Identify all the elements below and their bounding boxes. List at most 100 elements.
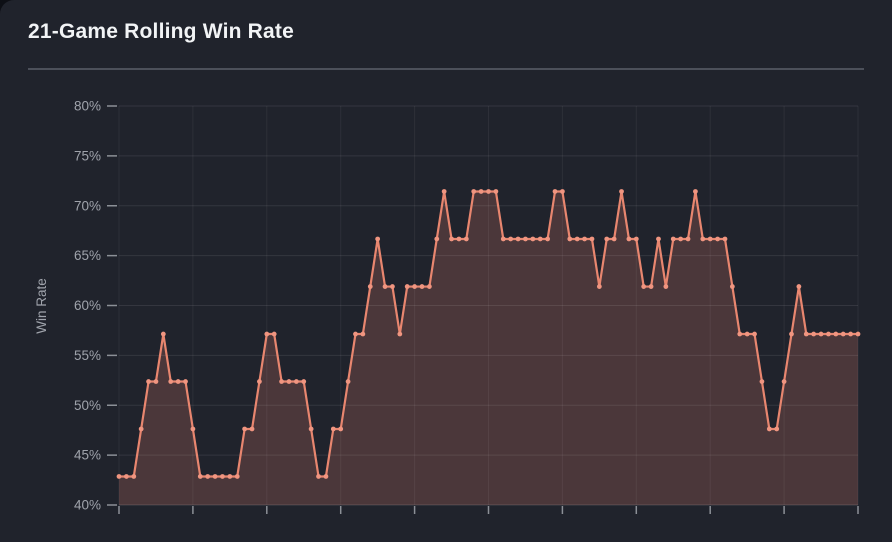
data-point-marker: [234, 474, 240, 479]
data-point-marker: [700, 236, 706, 242]
data-point-marker: [308, 426, 314, 432]
data-point-marker: [545, 236, 551, 242]
data-point-marker: [390, 284, 395, 289]
data-point-marker: [301, 379, 307, 384]
data-point-marker: [715, 236, 720, 242]
data-point-marker: [826, 331, 831, 337]
y-axis-tick-label: 65%: [74, 248, 101, 263]
data-point-marker: [286, 379, 292, 384]
data-point-marker: [345, 379, 351, 384]
data-point-marker: [471, 189, 477, 194]
data-point-marker: [175, 379, 181, 384]
data-point-marker: [656, 236, 661, 242]
data-point-marker: [412, 284, 417, 289]
data-point-marker: [123, 474, 129, 479]
data-point-marker: [508, 236, 514, 242]
data-point-marker: [456, 236, 462, 242]
data-point-marker: [375, 236, 381, 242]
data-point-marker: [811, 331, 817, 337]
data-point-marker: [478, 189, 484, 194]
data-point-marker: [242, 426, 248, 432]
data-point-marker: [855, 331, 861, 337]
data-point-marker: [737, 331, 743, 337]
data-point-marker: [678, 236, 684, 242]
data-point-marker: [611, 236, 617, 242]
data-point-marker: [693, 189, 698, 194]
data-point-marker: [781, 379, 787, 384]
data-point-marker: [582, 236, 587, 242]
data-point-marker: [212, 474, 218, 479]
y-axis-tick-label: 55%: [74, 348, 101, 363]
data-point-marker: [449, 236, 454, 242]
data-point-marker: [205, 474, 211, 479]
data-point-marker: [626, 236, 632, 242]
data-point-marker: [641, 284, 647, 289]
data-point-marker: [774, 426, 780, 432]
data-point-marker: [515, 236, 521, 242]
data-point-marker: [500, 236, 506, 242]
data-point-marker: [131, 474, 137, 479]
data-point-marker: [426, 284, 432, 289]
data-point-marker: [796, 284, 802, 289]
data-point-marker: [523, 236, 528, 242]
data-point-marker: [833, 331, 839, 337]
title-divider: [28, 68, 864, 70]
data-point-marker: [463, 236, 469, 242]
data-point-marker: [567, 236, 573, 242]
data-point-marker: [766, 426, 772, 432]
data-point-marker: [604, 236, 610, 242]
y-axis-tick-label: 80%: [74, 99, 101, 114]
data-point-marker: [729, 284, 735, 289]
data-point-marker: [183, 379, 188, 384]
data-point-markers: [116, 189, 861, 479]
data-point-marker: [397, 331, 403, 337]
data-point-marker: [220, 474, 225, 479]
data-point-marker: [353, 331, 358, 337]
data-point-marker: [190, 426, 196, 432]
data-point-marker: [323, 474, 329, 479]
data-point-marker: [316, 474, 321, 479]
data-point-marker: [633, 236, 639, 242]
data-point-marker: [840, 331, 846, 337]
data-point-marker: [789, 331, 794, 337]
y-axis-tick-label: 60%: [74, 298, 101, 313]
data-point-marker: [589, 236, 595, 242]
data-point-marker: [168, 379, 174, 384]
data-point-marker: [227, 474, 233, 479]
data-point-marker: [752, 331, 757, 337]
data-point-marker: [116, 474, 122, 479]
series-area-fill: [119, 191, 858, 506]
data-point-marker: [663, 284, 669, 289]
data-point-marker: [596, 284, 602, 289]
data-point-marker: [619, 189, 624, 194]
data-point-marker: [404, 284, 410, 289]
data-point-marker: [441, 189, 447, 194]
data-point-marker: [744, 331, 750, 337]
y-tick-labels: 80% 75% 70% 65% 60% 55% 50% 45% 40%: [74, 99, 101, 513]
y-axis-tick-label: 40%: [74, 498, 101, 513]
y-tick-marks: [107, 105, 117, 506]
x-tick-marks: [118, 506, 859, 514]
data-point-marker: [434, 236, 440, 242]
y-axis-label: Win Rate: [34, 278, 49, 334]
data-point-marker: [330, 426, 336, 432]
data-point-marker: [160, 331, 166, 337]
data-point-marker: [271, 331, 277, 337]
y-axis-tick-label: 75%: [74, 148, 101, 163]
y-axis-tick-label: 70%: [74, 198, 101, 213]
data-point-marker: [279, 379, 284, 384]
data-point-marker: [552, 189, 558, 194]
data-point-marker: [560, 189, 565, 194]
y-axis-tick-label: 45%: [74, 448, 101, 463]
y-axis-tick-label: 50%: [74, 398, 101, 413]
data-point-marker: [803, 331, 809, 337]
data-point-marker: [486, 189, 491, 194]
data-point-marker: [419, 284, 425, 289]
data-point-marker: [818, 331, 824, 337]
data-point-marker: [153, 379, 159, 384]
data-point-marker: [382, 284, 388, 289]
data-point-marker: [707, 236, 713, 242]
page-title: 21-Game Rolling Win Rate: [28, 20, 294, 43]
